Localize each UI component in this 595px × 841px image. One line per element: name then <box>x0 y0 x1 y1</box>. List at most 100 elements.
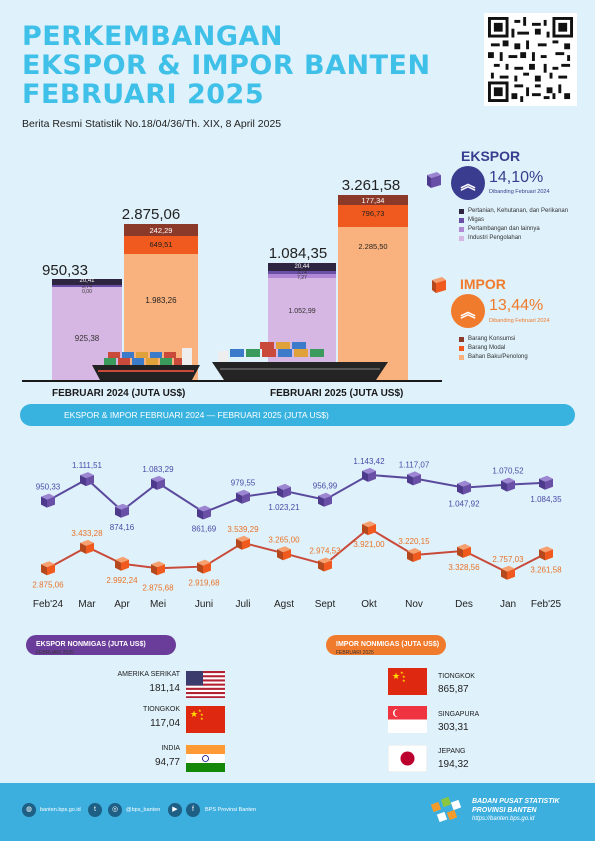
impor-point-5 <box>236 535 250 550</box>
ekspor-point-8 <box>362 467 376 482</box>
bar-modal-feb2024 <box>124 236 198 254</box>
impor-label-7: 2.974,53 <box>309 546 341 555</box>
flag-singapore-icon <box>388 706 427 733</box>
caption-feb2025: FEBRUARI 2025 (JUTA US$) <box>270 388 404 399</box>
ekspor-point-12 <box>539 475 553 490</box>
footer-org-url[interactable]: https://banten.bps.go.id <box>472 816 535 822</box>
impor-country-2-name: SINGAPURA <box>438 711 480 718</box>
ekspor-country-3-name: INDIA <box>161 745 180 752</box>
double-chevron-up-icon: ︽ <box>451 166 485 200</box>
label-pertambangan-feb2024: 0,00 <box>82 289 92 295</box>
tick-label-0: Feb'24 <box>32 599 64 610</box>
ekspor-label-5: 979,55 <box>231 479 256 488</box>
svg-text:★: ★ <box>190 710 198 720</box>
legend-pertanian: Pertanian, Kehutanan, dan Perikanan <box>459 208 568 214</box>
ekspor-point-11 <box>501 477 515 492</box>
tick-label-11: Jan <box>499 599 517 610</box>
impor-label-8: 3.921,00 <box>353 540 385 549</box>
tick-label-10: Des <box>455 599 473 610</box>
tick-label-9: Nov <box>405 599 423 610</box>
svg-text:★: ★ <box>198 708 202 713</box>
ekspor-point-10 <box>457 480 471 495</box>
label-modal-feb2024: 649,51 <box>149 240 173 249</box>
svg-text:★: ★ <box>400 670 404 675</box>
impor-heading: IMPOR <box>460 276 506 292</box>
ekspor-point-1 <box>80 472 94 487</box>
impor-label-5: 3.539,29 <box>227 525 259 534</box>
label-pertanian-feb2024: 20,41 <box>79 278 95 284</box>
impor-label-0: 2.875,06 <box>32 580 64 589</box>
bar-pertanian-feb2024 <box>52 279 122 285</box>
ekspor-point-3 <box>151 475 165 490</box>
ekspor-point-7 <box>318 492 332 507</box>
impor-label-9: 3.220,15 <box>398 537 430 546</box>
ekspor-point-4 <box>197 505 211 520</box>
impor-point-10 <box>457 543 471 558</box>
impor-note: Dibanding Februari 2024 <box>489 318 550 324</box>
legend-pertambangan: Pertambangan dan lainnya <box>459 226 540 232</box>
release-info: Berita Resmi Statistik No.18/04/36/Th. X… <box>22 118 282 130</box>
ekspor-point-0 <box>41 493 55 508</box>
impor-point-2 <box>115 556 129 571</box>
footer-website[interactable]: banten.bps.go.id <box>40 807 81 813</box>
ekspor-nonmigas-sub: FEBRUARI 2025 <box>36 650 74 656</box>
label-pertanian-feb2025: 20,44 <box>294 264 310 270</box>
twitter-icon[interactable]: t <box>88 803 102 817</box>
footer: ◍ banten.bps.go.id t ◎ @bps_banten ▶ f B… <box>0 783 595 841</box>
impor-country-3-value: 194,32 <box>438 759 469 770</box>
tick-label-2: Apr <box>114 599 130 610</box>
impor-label-1: 3.433,28 <box>71 529 103 538</box>
bar-pertambangan-feb2025 <box>268 274 336 278</box>
bar-migas-feb2025 <box>268 271 336 274</box>
ekspor-label-3: 1.083,29 <box>142 465 174 474</box>
label-bahan-baku-feb2024: 1.983,26 <box>145 296 177 305</box>
footer-facebook[interactable]: BPS Provinsi Banten <box>205 807 257 813</box>
svg-text:★: ★ <box>402 678 406 683</box>
impor-label-3: 2.875,68 <box>142 583 174 592</box>
ekspor-country-3-value: 94,77 <box>154 757 180 768</box>
ekspor-label-4: 861,69 <box>192 524 217 533</box>
qr-code[interactable] <box>484 13 577 106</box>
impor-total-feb2025: 3.261,58 <box>341 177 401 194</box>
svg-text:★: ★ <box>200 712 204 717</box>
trend-line-chart: 950,33 1.111,51 874,16 1.083,29 861,69 979,55… <box>32 457 562 592</box>
impor-label-10: 3.328,56 <box>448 563 480 572</box>
impor-country-2-value: 303,31 <box>438 722 469 733</box>
ekspor-label-7: 956,99 <box>313 482 338 491</box>
bar-konsumsi-feb2025 <box>338 195 408 205</box>
ekspor-cube-icon <box>427 172 441 188</box>
tick-label-4: Juni <box>194 599 214 610</box>
impor-point-8 <box>362 521 376 536</box>
globe-icon[interactable]: ◍ <box>22 803 36 817</box>
label-modal-feb2025: 796,73 <box>361 209 385 218</box>
svg-text:★: ★ <box>392 672 400 682</box>
ekspor-point-5 <box>236 489 250 504</box>
ekspor-note: Dibanding Februari 2024 <box>489 189 550 195</box>
label-migas-feb2024: 2,74 <box>82 284 92 290</box>
youtube-icon[interactable]: ▶ <box>168 803 182 817</box>
impor-point-1 <box>80 539 94 554</box>
impor-total-feb2024: 2.875,06 <box>121 206 181 223</box>
impor-country-1-value: 865,87 <box>438 684 469 695</box>
bar-bahan-baku-feb2025 <box>338 227 408 380</box>
ekspor-label-8: 1.143,42 <box>353 457 385 466</box>
label-industri-feb2024: 925,38 <box>74 334 100 343</box>
ekspor-country-1-name: AMERIKA SERIKAT <box>117 671 181 678</box>
impor-point-4 <box>197 559 211 574</box>
impor-country-1-name: TIONGKOK <box>438 673 475 680</box>
footer-social[interactable]: @bps_banten <box>126 807 161 813</box>
tick-label-5: Juli <box>235 599 251 610</box>
tick-label-1: Mar <box>78 599 96 610</box>
instagram-icon[interactable]: ◎ <box>108 803 122 817</box>
bps-logo-icon <box>430 796 462 823</box>
ekspor-label-12: 1.084,35 <box>530 495 562 504</box>
legend-modal: Barang Modal <box>459 345 505 351</box>
impor-point-12 <box>539 546 553 561</box>
facebook-icon[interactable]: f <box>186 803 200 817</box>
bar-konsumsi-feb2024 <box>124 224 198 236</box>
ekspor-country-2-value: 117,04 <box>150 718 180 729</box>
ekspor-label-11: 1.070,52 <box>492 467 524 476</box>
ekspor-point-9 <box>407 471 421 486</box>
ekspor-label-1: 1.111,51 <box>72 461 103 470</box>
ekspor-point-2 <box>115 503 129 518</box>
